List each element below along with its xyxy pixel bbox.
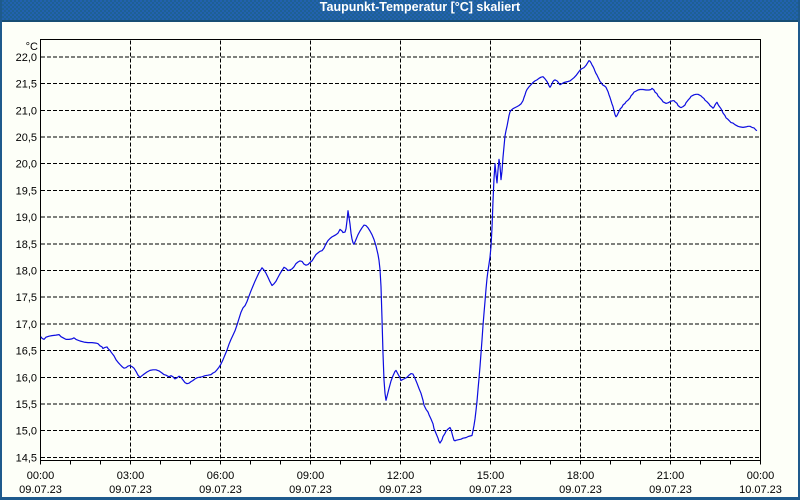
svg-text:12:00: 12:00 xyxy=(387,470,415,482)
svg-text:09.07.23: 09.07.23 xyxy=(19,484,62,496)
svg-text:17,0: 17,0 xyxy=(16,319,37,331)
svg-text:19,0: 19,0 xyxy=(16,212,37,224)
svg-text:09.07.23: 09.07.23 xyxy=(649,484,692,496)
svg-text:21,5: 21,5 xyxy=(16,79,37,91)
svg-text:09.07.23: 09.07.23 xyxy=(289,484,332,496)
svg-text:10.07.23: 10.07.23 xyxy=(739,484,782,496)
svg-text:16,5: 16,5 xyxy=(16,346,37,358)
svg-text:15:00: 15:00 xyxy=(477,470,505,482)
svg-text:09:00: 09:00 xyxy=(297,470,325,482)
svg-text:19,5: 19,5 xyxy=(16,185,37,197)
svg-text:18,0: 18,0 xyxy=(16,266,37,278)
svg-text:20,5: 20,5 xyxy=(16,132,37,144)
svg-text:20,0: 20,0 xyxy=(16,159,37,171)
svg-text:18,5: 18,5 xyxy=(16,239,37,251)
svg-text:15,0: 15,0 xyxy=(16,426,37,438)
svg-text:00:00: 00:00 xyxy=(747,470,775,482)
svg-text:09.07.23: 09.07.23 xyxy=(379,484,422,496)
svg-text:09.07.23: 09.07.23 xyxy=(109,484,152,496)
svg-text:°C: °C xyxy=(26,41,38,53)
svg-text:21:00: 21:00 xyxy=(657,470,685,482)
svg-text:09.07.23: 09.07.23 xyxy=(199,484,242,496)
svg-text:17,5: 17,5 xyxy=(16,292,37,304)
svg-text:09.07.23: 09.07.23 xyxy=(469,484,512,496)
svg-text:06:00: 06:00 xyxy=(207,470,235,482)
svg-text:18:00: 18:00 xyxy=(567,470,595,482)
svg-text:09.07.23: 09.07.23 xyxy=(559,484,602,496)
svg-text:03:00: 03:00 xyxy=(117,470,145,482)
svg-text:22,0: 22,0 xyxy=(16,52,37,64)
svg-text:21,0: 21,0 xyxy=(16,105,37,117)
svg-text:16,0: 16,0 xyxy=(16,372,37,384)
svg-text:15,5: 15,5 xyxy=(16,399,37,411)
svg-text:14,5: 14,5 xyxy=(16,452,37,464)
svg-text:00:00: 00:00 xyxy=(27,470,55,482)
